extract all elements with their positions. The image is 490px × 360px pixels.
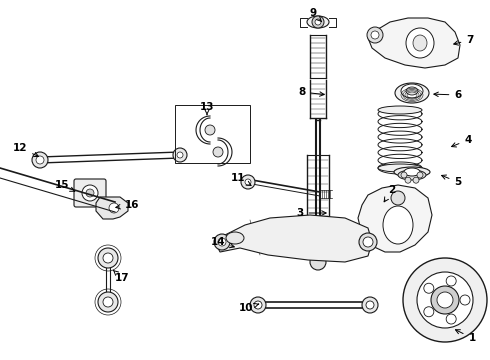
Circle shape — [405, 177, 411, 183]
Polygon shape — [96, 197, 128, 219]
Circle shape — [424, 307, 434, 317]
Circle shape — [401, 172, 407, 178]
Ellipse shape — [406, 87, 418, 95]
Circle shape — [173, 148, 187, 162]
Circle shape — [177, 152, 183, 158]
Ellipse shape — [398, 170, 426, 180]
Text: 15: 15 — [55, 180, 75, 192]
Ellipse shape — [401, 84, 423, 98]
Text: 13: 13 — [200, 102, 214, 115]
Circle shape — [36, 156, 44, 164]
Polygon shape — [368, 18, 460, 68]
Circle shape — [98, 292, 118, 312]
Ellipse shape — [307, 16, 329, 28]
Circle shape — [363, 237, 373, 247]
Circle shape — [98, 248, 118, 268]
Circle shape — [218, 238, 226, 246]
Text: 5: 5 — [441, 175, 462, 187]
Text: 1: 1 — [455, 330, 476, 343]
Text: 12: 12 — [13, 143, 39, 157]
Circle shape — [205, 125, 215, 135]
Circle shape — [424, 283, 434, 293]
Ellipse shape — [413, 35, 427, 51]
Circle shape — [446, 276, 456, 286]
Text: 2: 2 — [384, 185, 395, 202]
Circle shape — [367, 27, 383, 43]
Circle shape — [437, 292, 453, 308]
Circle shape — [245, 179, 251, 185]
Text: 14: 14 — [211, 237, 234, 248]
Circle shape — [82, 185, 98, 201]
Circle shape — [254, 301, 262, 309]
Circle shape — [103, 253, 113, 263]
Ellipse shape — [378, 164, 422, 172]
Ellipse shape — [394, 167, 430, 177]
Text: 8: 8 — [298, 87, 324, 97]
Circle shape — [86, 189, 94, 197]
Circle shape — [250, 297, 266, 313]
Ellipse shape — [226, 232, 244, 244]
Bar — [175, 105, 250, 163]
Circle shape — [391, 191, 405, 205]
Circle shape — [214, 234, 230, 250]
Circle shape — [315, 19, 321, 25]
Circle shape — [310, 254, 326, 270]
Text: 3: 3 — [296, 208, 326, 218]
Ellipse shape — [404, 168, 420, 176]
Text: 17: 17 — [113, 270, 129, 283]
Circle shape — [32, 152, 48, 168]
Circle shape — [241, 175, 255, 189]
Circle shape — [312, 16, 324, 28]
Text: 11: 11 — [231, 173, 251, 185]
Ellipse shape — [378, 106, 422, 114]
Circle shape — [359, 233, 377, 251]
Polygon shape — [358, 185, 432, 252]
Text: 16: 16 — [116, 200, 139, 210]
Circle shape — [403, 258, 487, 342]
Text: 9: 9 — [310, 8, 321, 22]
Text: 10: 10 — [239, 303, 259, 313]
Ellipse shape — [406, 28, 434, 58]
Text: 7: 7 — [454, 35, 474, 45]
Circle shape — [371, 31, 379, 39]
Text: 4: 4 — [452, 135, 472, 147]
Circle shape — [431, 286, 459, 314]
Circle shape — [109, 203, 119, 213]
Circle shape — [460, 295, 470, 305]
Ellipse shape — [395, 83, 429, 103]
Text: 6: 6 — [434, 90, 462, 100]
Circle shape — [446, 314, 456, 324]
Ellipse shape — [383, 206, 413, 244]
Circle shape — [103, 297, 113, 307]
Circle shape — [417, 172, 423, 178]
Circle shape — [213, 147, 223, 157]
Circle shape — [417, 272, 473, 328]
Polygon shape — [215, 215, 372, 262]
Circle shape — [362, 297, 378, 313]
FancyBboxPatch shape — [74, 179, 106, 207]
Circle shape — [366, 301, 374, 309]
Circle shape — [413, 177, 419, 183]
